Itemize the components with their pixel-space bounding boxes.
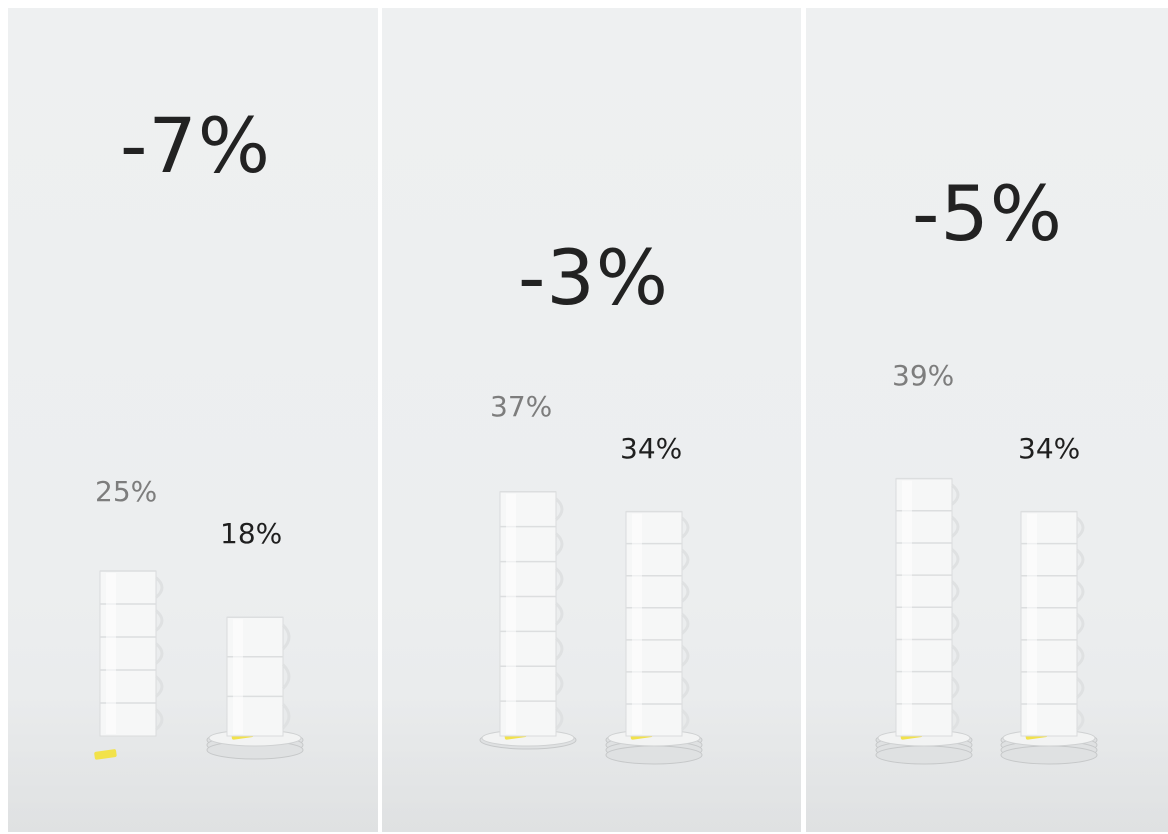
cup-stack-chart xyxy=(479,491,703,765)
after-value-label: 34% xyxy=(620,432,683,465)
chart-panel-3: -5% 39% 34% xyxy=(806,8,1168,832)
cup-handle xyxy=(1076,709,1085,731)
saucer xyxy=(1000,745,1098,765)
cup-handle xyxy=(951,676,960,699)
cup-handle xyxy=(554,532,564,556)
cup-handle xyxy=(681,580,690,603)
cup-handle xyxy=(154,609,164,632)
cup-handle xyxy=(681,548,690,571)
change-label: -7% xyxy=(120,101,271,190)
table-surface xyxy=(806,692,1168,832)
cup-handle xyxy=(1076,580,1085,603)
after-value-label: 18% xyxy=(220,517,283,550)
cup-handle xyxy=(1076,677,1085,699)
chart-panel-2: -3% 37% 34% xyxy=(382,8,801,832)
table-surface xyxy=(8,692,378,832)
cup-handle xyxy=(1076,645,1085,667)
cup-stack-before xyxy=(479,491,577,750)
cup-handle xyxy=(554,637,564,661)
before-value-label: 39% xyxy=(892,359,955,392)
cup-handle xyxy=(554,672,564,696)
before-value-label: 25% xyxy=(95,475,158,508)
saucer xyxy=(605,745,703,765)
change-label: -3% xyxy=(518,233,669,322)
cup-handle xyxy=(951,548,960,570)
cup-highlight xyxy=(902,480,912,734)
cup-handle xyxy=(281,703,291,730)
cup-highlight xyxy=(632,513,642,734)
table-surface xyxy=(382,692,801,832)
cup-highlight xyxy=(1027,513,1037,734)
cup-handle xyxy=(1076,548,1085,571)
cup-handle xyxy=(154,576,164,599)
cup-handle xyxy=(1076,516,1085,539)
cup-handle xyxy=(951,483,960,506)
cup-handle xyxy=(154,642,164,665)
cup-stack-after xyxy=(605,510,703,765)
cup-handle xyxy=(281,624,291,650)
cup-handle xyxy=(681,613,690,635)
cup-handle xyxy=(154,675,164,698)
after-value-label: 34% xyxy=(1018,432,1081,465)
cup-handle xyxy=(951,580,960,603)
cup-handle xyxy=(681,709,690,731)
cup-stack-before xyxy=(875,477,973,765)
cup-stack-after xyxy=(1000,510,1098,765)
cup-stack-after xyxy=(206,616,304,760)
cup-stack-chart xyxy=(94,570,304,760)
cup-highlight xyxy=(106,573,116,734)
cup-highlight xyxy=(233,619,243,734)
cup-handle xyxy=(951,516,960,538)
cup-handle xyxy=(951,612,960,635)
cup-handle xyxy=(154,708,164,731)
cup-handle xyxy=(554,567,564,591)
cup-handle xyxy=(554,497,564,521)
before-value-label: 37% xyxy=(490,390,553,423)
sugar-packet xyxy=(94,749,117,760)
cup-handle xyxy=(681,516,690,539)
chart-panel-1: -7% 25% 18% xyxy=(8,8,378,832)
cup-handle xyxy=(951,644,960,667)
cup-handle xyxy=(681,677,690,699)
cup-handle xyxy=(554,602,564,626)
cup-handle xyxy=(951,709,960,731)
saucer xyxy=(875,745,973,765)
cup-stack-chart xyxy=(875,477,1098,765)
cup-highlight xyxy=(506,493,516,734)
cup-handle xyxy=(681,645,690,667)
cup-handle xyxy=(1076,613,1085,635)
cup-handle xyxy=(281,663,291,690)
cup-handle xyxy=(554,706,564,731)
cup-stack-before xyxy=(94,570,164,760)
change-label: -5% xyxy=(912,169,1063,258)
